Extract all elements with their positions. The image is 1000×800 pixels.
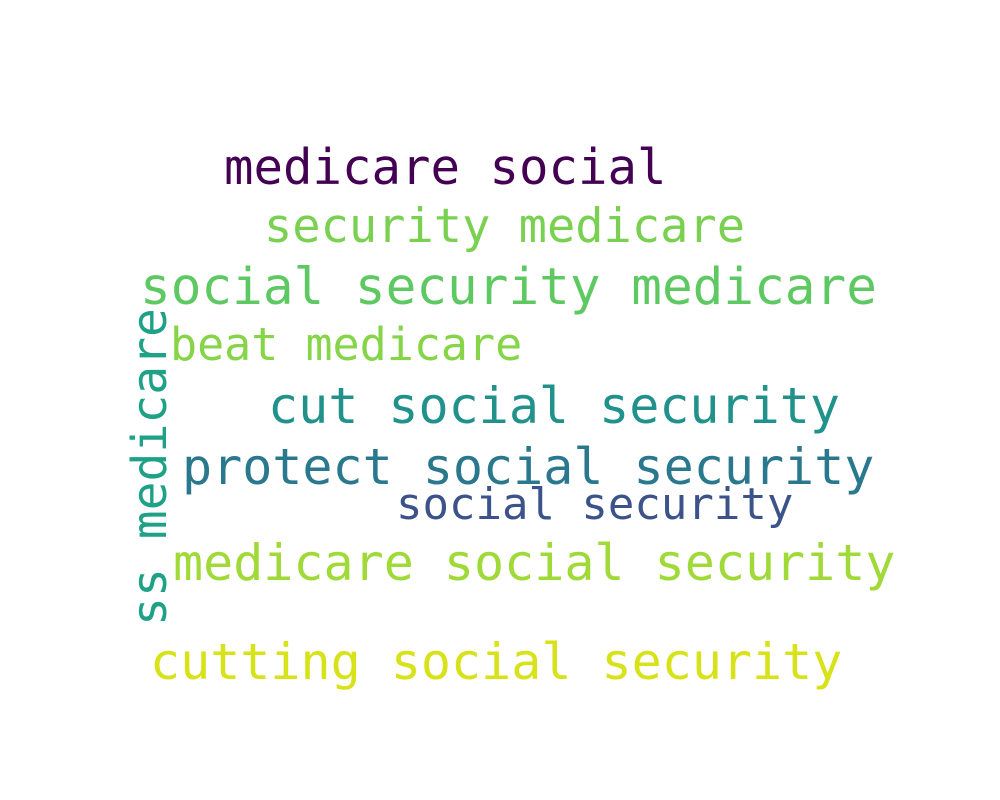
phrase-cutting-social-security: cutting social security — [150, 633, 843, 691]
phrase-ss-medicare: ss medicare — [122, 308, 178, 626]
phrase-medicare-social-security: medicare social security — [173, 534, 896, 592]
phrase-social-security: social security — [396, 479, 794, 530]
phrase-security-medicare: security medicare — [264, 199, 746, 254]
phrase-social-security-medicare: social security medicare — [140, 258, 877, 317]
phrase-cut-social-security: cut social security — [268, 377, 840, 435]
phrase-beat-medicare: beat medicare — [170, 318, 523, 371]
phrase-medicare-social: medicare social — [224, 139, 667, 196]
phrase-protect-social-security: protect social security — [182, 438, 875, 496]
